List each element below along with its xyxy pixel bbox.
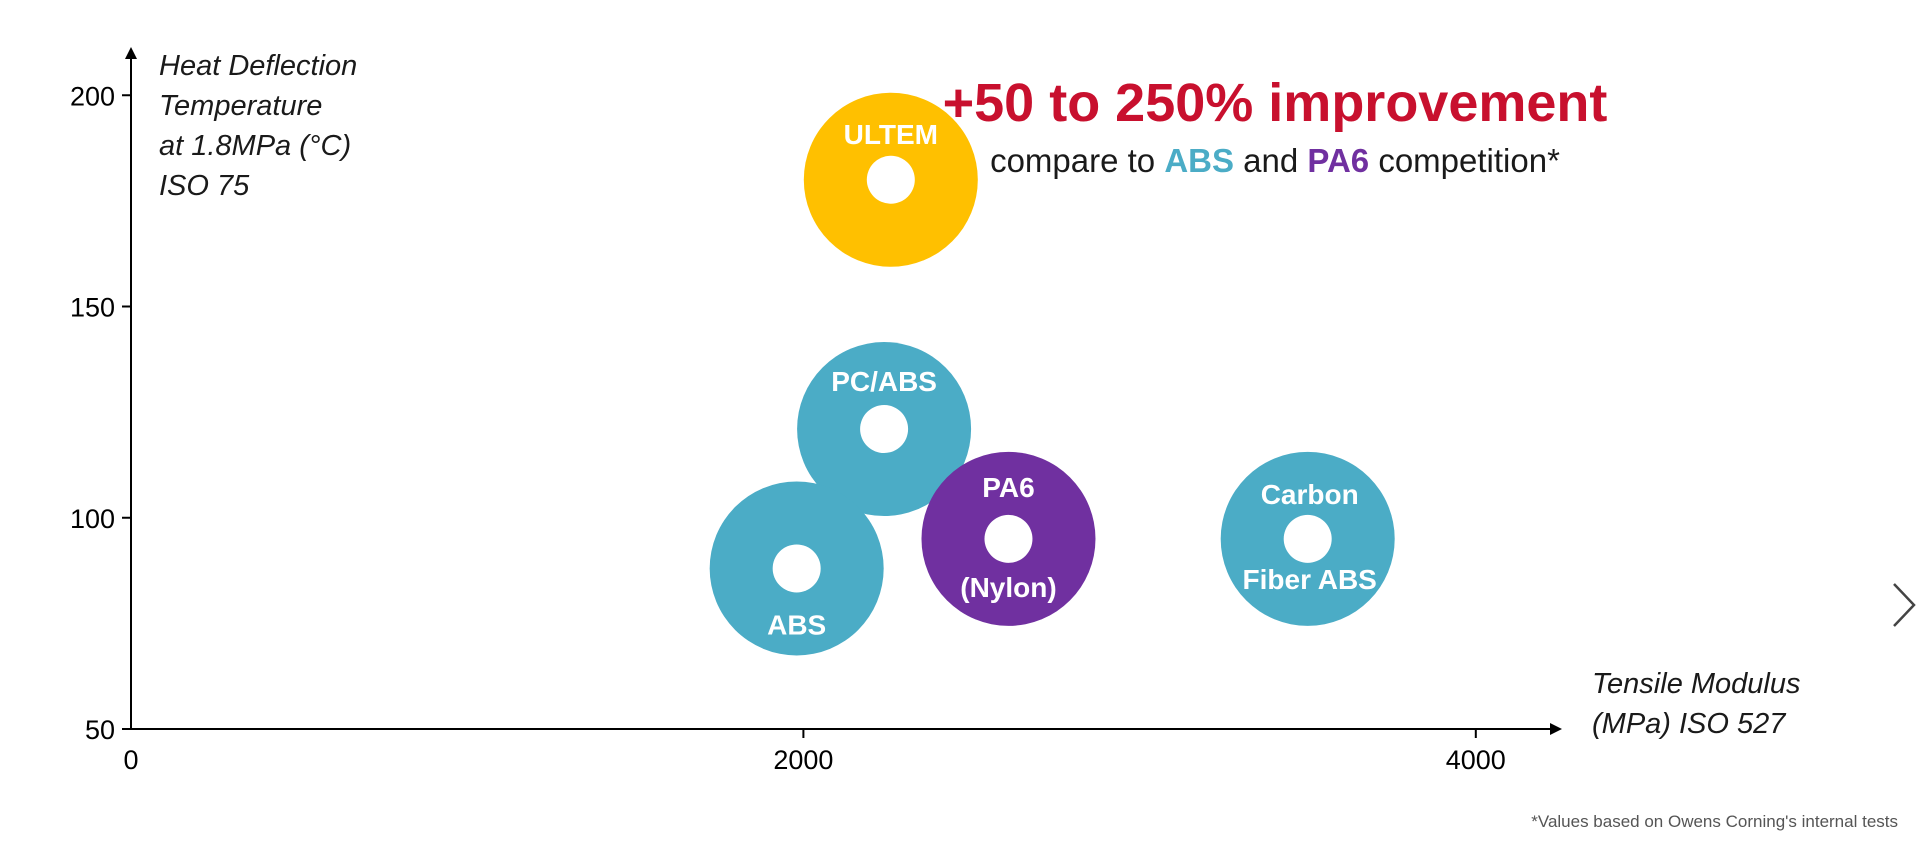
x-axis-title-line: Tensile Modulus xyxy=(1592,668,1801,700)
y-axis-title-line: at 1.8MPa (°C) xyxy=(159,130,352,162)
subheadline: compare to ABS and PA6 competition* xyxy=(900,142,1650,180)
bubble-label: PC/ABS xyxy=(831,366,937,397)
bubble-label: Carbon xyxy=(1261,479,1359,510)
subheadline-prefix: compare to xyxy=(990,142,1165,179)
bubble-label: PA6 xyxy=(982,472,1034,503)
subheadline-pa6: PA6 xyxy=(1307,142,1370,179)
bubble-label: ULTEM xyxy=(844,119,938,150)
y-axis-title-line: ISO 75 xyxy=(159,170,250,202)
subheadline-suffix: competition* xyxy=(1369,142,1560,179)
x-axis-arrowhead xyxy=(1550,723,1562,735)
y-tick-label: 100 xyxy=(70,504,115,534)
data-point-pc-abs: PC/ABS xyxy=(797,342,972,517)
y-axis-title-line: Heat Deflection xyxy=(159,50,358,82)
bubble-hole xyxy=(860,405,909,454)
y-axis-title: Heat Deflection Temperature at 1.8MPa (°… xyxy=(159,46,357,206)
y-axis-arrowhead xyxy=(125,47,137,59)
bubble-label: (Nylon) xyxy=(960,572,1056,603)
x-tick-label: 2000 xyxy=(773,745,833,775)
axes xyxy=(125,47,1562,735)
bubble-hole xyxy=(772,544,821,593)
data-point-abs: ABS xyxy=(709,481,884,656)
data-point-pa6-nylon-: PA6 (Nylon) xyxy=(921,451,1096,626)
next-slide-chevron-icon[interactable] xyxy=(1888,580,1918,630)
bubble-hole xyxy=(1283,514,1332,563)
x-tick-label: 4000 xyxy=(1446,745,1506,775)
bubble-hole xyxy=(866,155,915,204)
subheadline-abs: ABS xyxy=(1164,142,1234,179)
y-tick-label: 200 xyxy=(70,81,115,111)
y-axis-title-line: Temperature xyxy=(159,90,323,122)
bubble-label: Fiber ABS xyxy=(1243,564,1377,595)
data-point-ultem: ULTEM xyxy=(803,92,978,267)
tick-group: 5010015020002000400060008000 xyxy=(70,81,1506,775)
x-tick-label: 0 xyxy=(123,745,138,775)
bubble-hole xyxy=(984,514,1033,563)
x-axis-title-line: (MPa) ISO 527 xyxy=(1592,708,1786,740)
data-point-carbon-fiber-abs: Carbon Fiber ABS xyxy=(1220,451,1395,626)
subheadline-and: and xyxy=(1234,142,1308,179)
y-tick-label: 50 xyxy=(85,715,115,745)
x-axis-title: Tensile Modulus (MPa) ISO 527 xyxy=(1592,664,1801,744)
headline: +50 to 250% improvement xyxy=(942,73,1608,133)
bubble-label: ABS xyxy=(767,609,826,640)
y-tick-label: 150 xyxy=(70,293,115,323)
footnote: *Values based on Owens Corning's interna… xyxy=(1531,812,1898,831)
